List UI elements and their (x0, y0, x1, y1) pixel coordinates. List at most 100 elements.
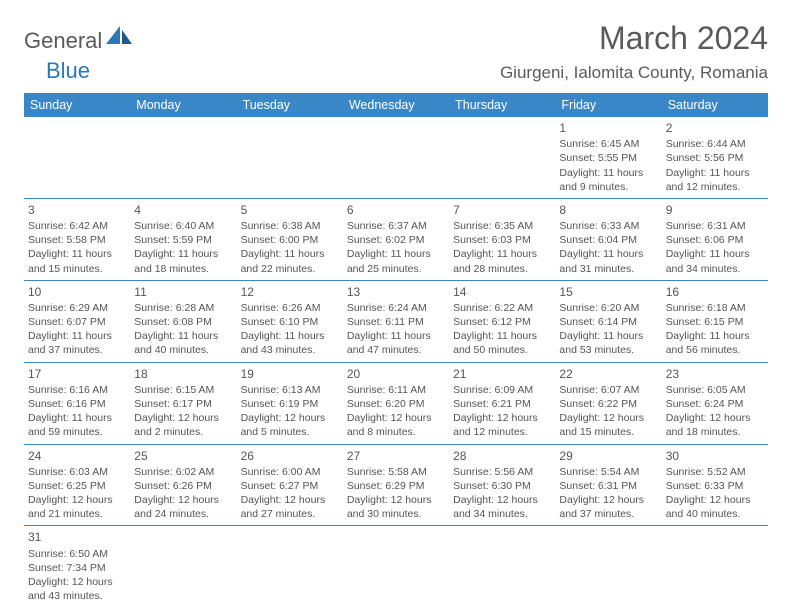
sunset-text: Sunset: 6:04 PM (559, 233, 657, 247)
daylight-text: Daylight: 11 hours (28, 329, 126, 343)
day-number: 18 (134, 366, 232, 382)
day-number: 30 (666, 448, 764, 464)
daylight-text: Daylight: 11 hours (559, 247, 657, 261)
sunset-text: Sunset: 5:55 PM (559, 151, 657, 165)
location-subtitle: Giurgeni, Ialomita County, Romania (500, 63, 768, 83)
daylight-text: and 9 minutes. (559, 180, 657, 194)
day-number: 10 (28, 284, 126, 300)
daylight-text: Daylight: 12 hours (28, 575, 126, 589)
daylight-text: Daylight: 12 hours (559, 493, 657, 507)
daylight-text: and 15 minutes. (559, 425, 657, 439)
calendar-day-cell (555, 526, 661, 607)
day-number: 27 (347, 448, 445, 464)
calendar-day-cell (449, 526, 555, 607)
sunset-text: Sunset: 6:22 PM (559, 397, 657, 411)
day-number: 8 (559, 202, 657, 218)
daylight-text: and 34 minutes. (666, 262, 764, 276)
month-title: March 2024 (500, 20, 768, 57)
calendar-day-cell: 4Sunrise: 6:40 AMSunset: 5:59 PMDaylight… (130, 198, 236, 280)
daylight-text: Daylight: 12 hours (666, 411, 764, 425)
calendar-day-cell: 24Sunrise: 6:03 AMSunset: 6:25 PMDayligh… (24, 444, 130, 526)
day-number: 24 (28, 448, 126, 464)
daylight-text: and 12 minutes. (453, 425, 551, 439)
daylight-text: Daylight: 12 hours (559, 411, 657, 425)
daylight-text: Daylight: 12 hours (347, 493, 445, 507)
calendar-day-cell (662, 526, 768, 607)
daylight-text: and 30 minutes. (347, 507, 445, 521)
sunrise-text: Sunrise: 6:16 AM (28, 383, 126, 397)
daylight-text: and 56 minutes. (666, 343, 764, 357)
sunset-text: Sunset: 6:29 PM (347, 479, 445, 493)
daylight-text: and 43 minutes. (28, 589, 126, 603)
page-header: General March 2024 Giurgeni, Ialomita Co… (24, 20, 768, 83)
calendar-table: Sunday Monday Tuesday Wednesday Thursday… (24, 93, 768, 607)
day-number: 6 (347, 202, 445, 218)
calendar-week-row: 17Sunrise: 6:16 AMSunset: 6:16 PMDayligh… (24, 362, 768, 444)
calendar-day-cell: 16Sunrise: 6:18 AMSunset: 6:15 PMDayligh… (662, 280, 768, 362)
day-number: 13 (347, 284, 445, 300)
calendar-day-cell: 25Sunrise: 6:02 AMSunset: 6:26 PMDayligh… (130, 444, 236, 526)
day-number: 28 (453, 448, 551, 464)
sunset-text: Sunset: 6:21 PM (453, 397, 551, 411)
sunrise-text: Sunrise: 5:56 AM (453, 465, 551, 479)
calendar-day-cell: 3Sunrise: 6:42 AMSunset: 5:58 PMDaylight… (24, 198, 130, 280)
daylight-text: and 15 minutes. (28, 262, 126, 276)
logo-text-blue-wrap: Blue (46, 58, 90, 84)
day-header: Monday (130, 93, 236, 117)
logo-sail-icon (106, 26, 132, 51)
daylight-text: Daylight: 11 hours (134, 329, 232, 343)
daylight-text: and 18 minutes. (134, 262, 232, 276)
calendar-day-cell (24, 117, 130, 198)
calendar-day-cell: 6Sunrise: 6:37 AMSunset: 6:02 PMDaylight… (343, 198, 449, 280)
daylight-text: Daylight: 12 hours (28, 493, 126, 507)
day-number: 4 (134, 202, 232, 218)
sunrise-text: Sunrise: 6:29 AM (28, 301, 126, 315)
daylight-text: Daylight: 11 hours (559, 329, 657, 343)
sunrise-text: Sunrise: 6:11 AM (347, 383, 445, 397)
sunrise-text: Sunrise: 6:22 AM (453, 301, 551, 315)
calendar-week-row: 3Sunrise: 6:42 AMSunset: 5:58 PMDaylight… (24, 198, 768, 280)
day-header: Thursday (449, 93, 555, 117)
sunrise-text: Sunrise: 6:42 AM (28, 219, 126, 233)
daylight-text: and 21 minutes. (28, 507, 126, 521)
calendar-day-cell: 29Sunrise: 5:54 AMSunset: 6:31 PMDayligh… (555, 444, 661, 526)
calendar-day-cell (449, 117, 555, 198)
sunrise-text: Sunrise: 6:02 AM (134, 465, 232, 479)
sunset-text: Sunset: 6:27 PM (241, 479, 339, 493)
day-number: 15 (559, 284, 657, 300)
calendar-day-cell: 2Sunrise: 6:44 AMSunset: 5:56 PMDaylight… (662, 117, 768, 198)
daylight-text: and 40 minutes. (666, 507, 764, 521)
sunrise-text: Sunrise: 6:37 AM (347, 219, 445, 233)
calendar-day-cell (237, 526, 343, 607)
sunrise-text: Sunrise: 6:31 AM (666, 219, 764, 233)
calendar-day-cell: 11Sunrise: 6:28 AMSunset: 6:08 PMDayligh… (130, 280, 236, 362)
daylight-text: and 37 minutes. (559, 507, 657, 521)
calendar-day-cell: 1Sunrise: 6:45 AMSunset: 5:55 PMDaylight… (555, 117, 661, 198)
sunset-text: Sunset: 6:25 PM (28, 479, 126, 493)
calendar-day-cell: 26Sunrise: 6:00 AMSunset: 6:27 PMDayligh… (237, 444, 343, 526)
sunset-text: Sunset: 6:07 PM (28, 315, 126, 329)
day-number: 12 (241, 284, 339, 300)
day-header: Wednesday (343, 93, 449, 117)
logo-text-general: General (24, 28, 102, 54)
day-number: 5 (241, 202, 339, 218)
calendar-day-cell: 8Sunrise: 6:33 AMSunset: 6:04 PMDaylight… (555, 198, 661, 280)
daylight-text: Daylight: 11 hours (559, 166, 657, 180)
sunrise-text: Sunrise: 6:09 AM (453, 383, 551, 397)
daylight-text: Daylight: 12 hours (666, 493, 764, 507)
calendar-day-cell: 12Sunrise: 6:26 AMSunset: 6:10 PMDayligh… (237, 280, 343, 362)
calendar-day-cell: 17Sunrise: 6:16 AMSunset: 6:16 PMDayligh… (24, 362, 130, 444)
daylight-text: and 34 minutes. (453, 507, 551, 521)
calendar-day-cell (343, 117, 449, 198)
day-number: 25 (134, 448, 232, 464)
daylight-text: and 8 minutes. (347, 425, 445, 439)
calendar-day-cell (130, 117, 236, 198)
calendar-day-cell: 27Sunrise: 5:58 AMSunset: 6:29 PMDayligh… (343, 444, 449, 526)
calendar-day-cell: 7Sunrise: 6:35 AMSunset: 6:03 PMDaylight… (449, 198, 555, 280)
daylight-text: and 24 minutes. (134, 507, 232, 521)
sunrise-text: Sunrise: 6:28 AM (134, 301, 232, 315)
calendar-day-cell (237, 117, 343, 198)
sunset-text: Sunset: 6:17 PM (134, 397, 232, 411)
sunrise-text: Sunrise: 6:38 AM (241, 219, 339, 233)
calendar-day-cell: 18Sunrise: 6:15 AMSunset: 6:17 PMDayligh… (130, 362, 236, 444)
